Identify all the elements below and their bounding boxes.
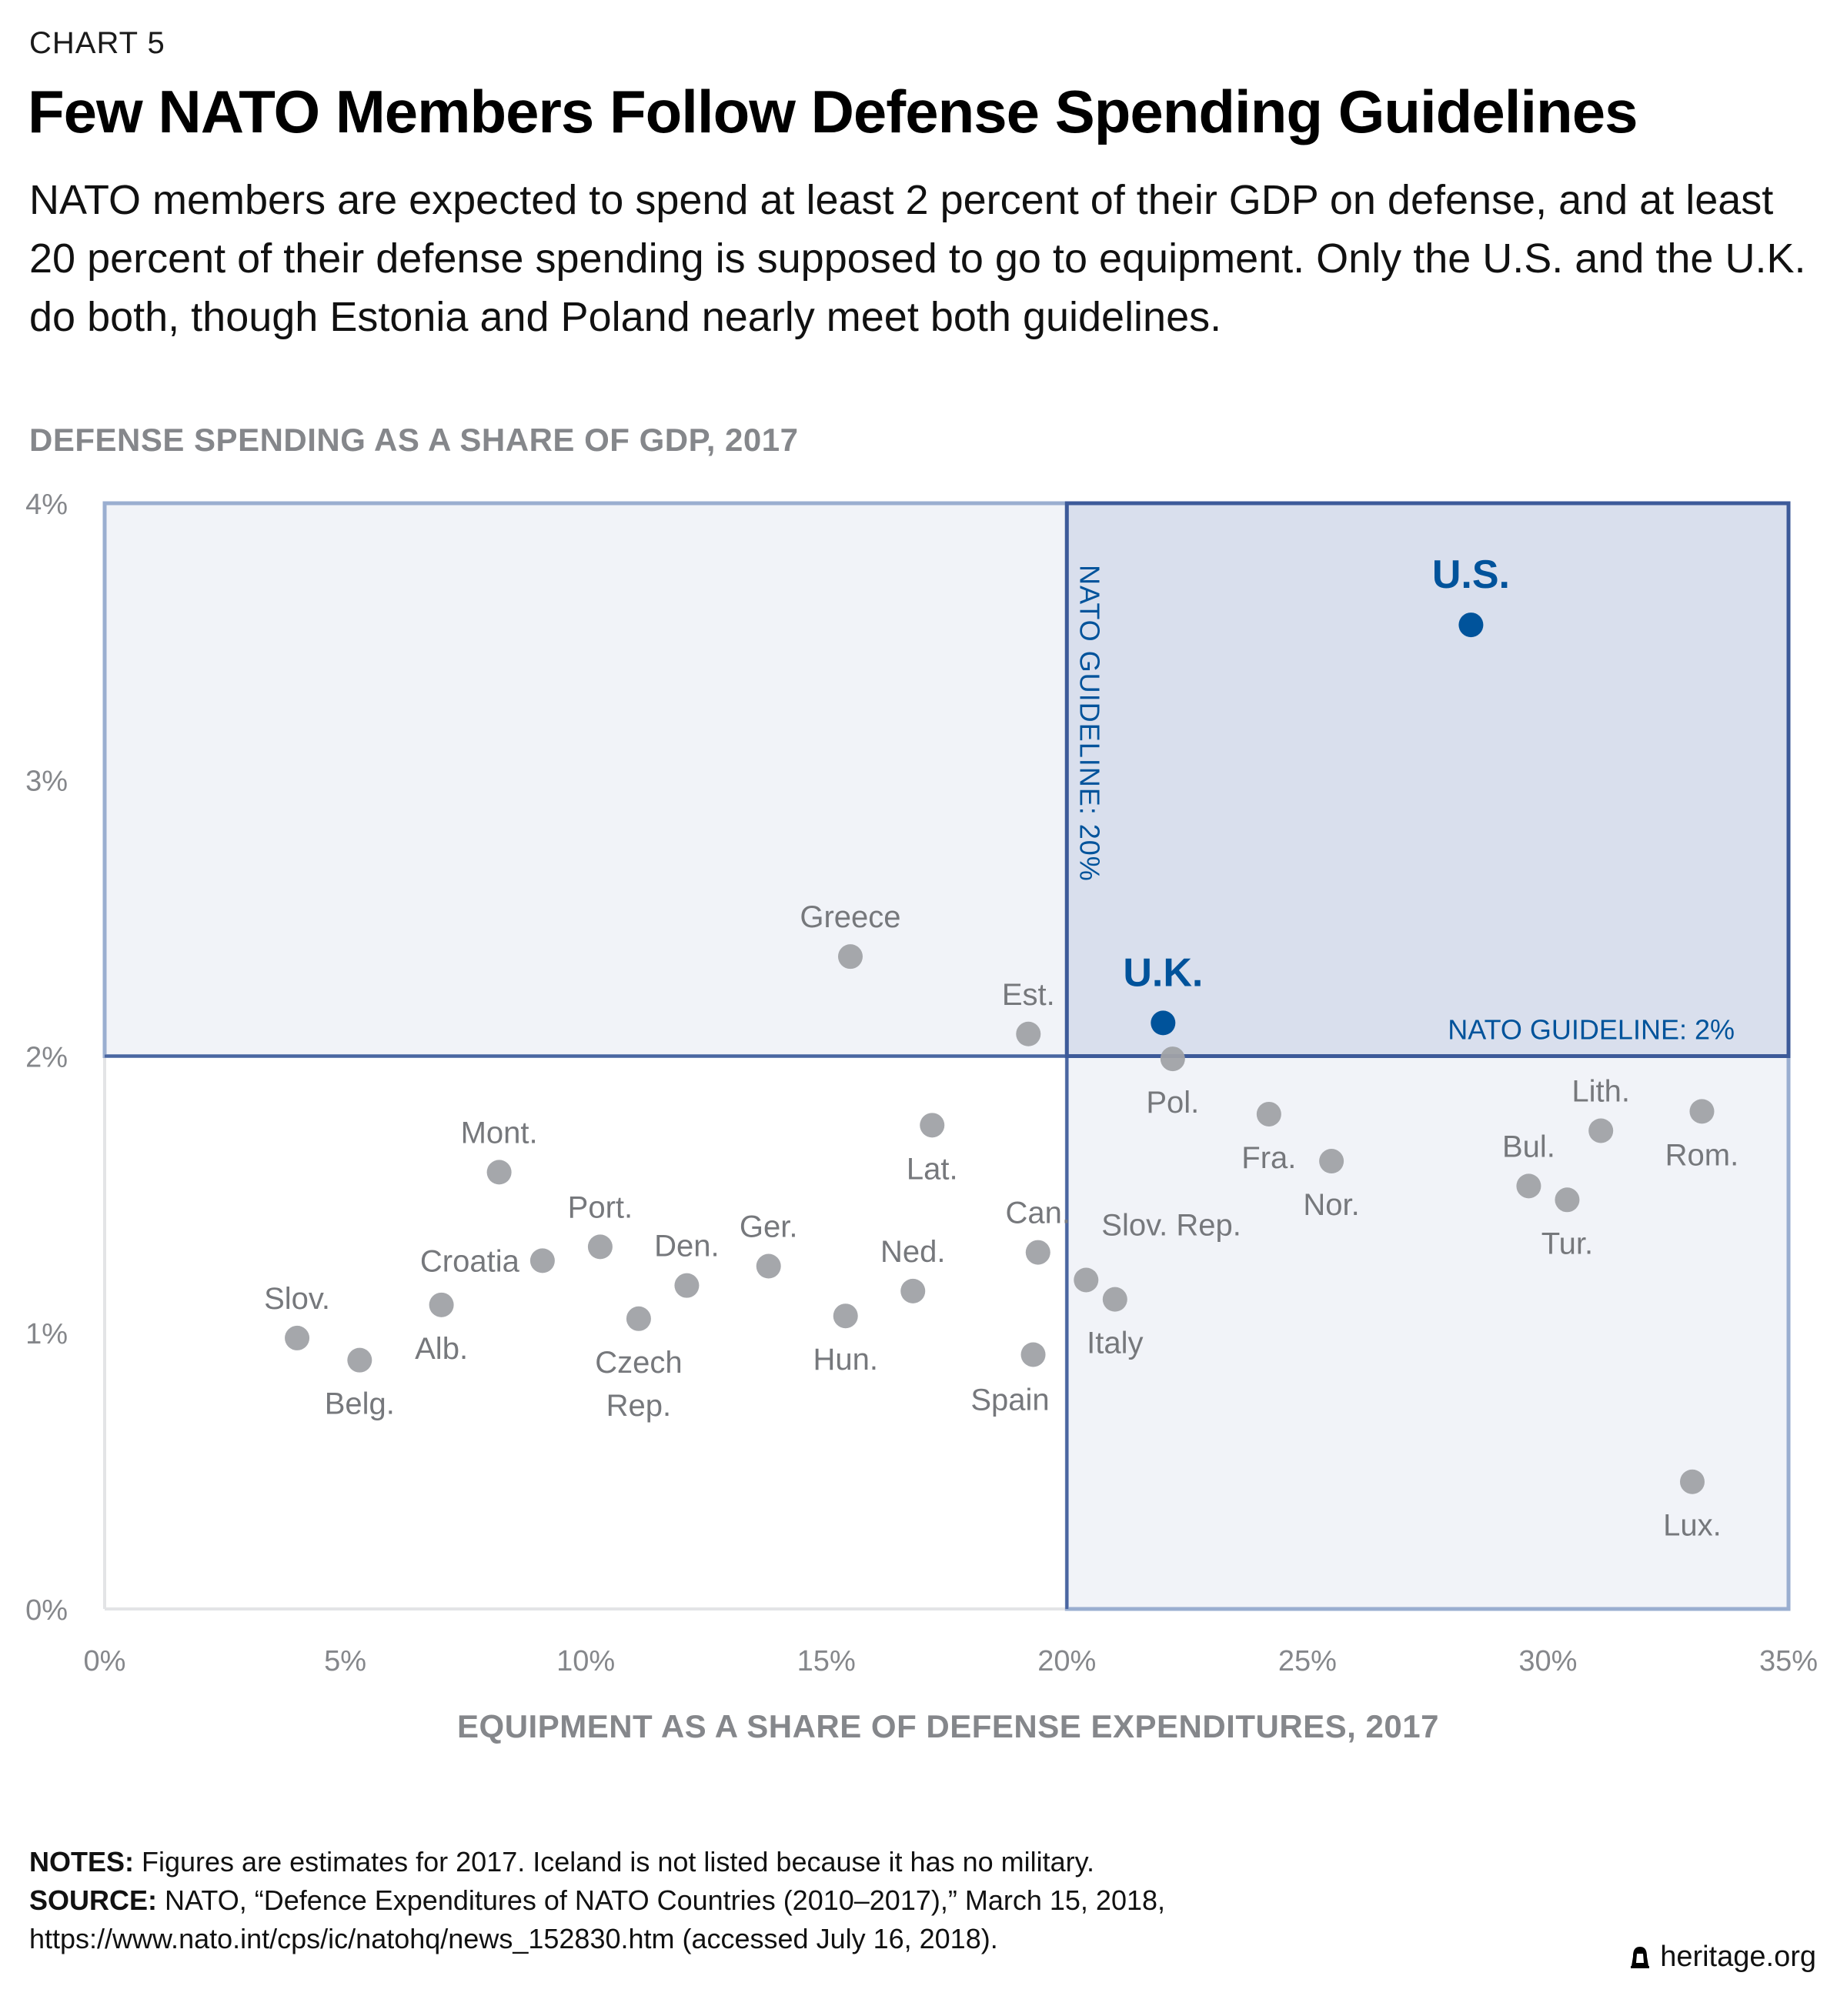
data-label: Can. — [1006, 1197, 1071, 1230]
data-label: Port. — [568, 1190, 633, 1224]
data-point[interactable] — [1689, 1099, 1715, 1124]
x-tick-label: 15% — [797, 1645, 856, 1677]
notes-line: NOTES: Figures are estimates for 2017. I… — [29, 1843, 1165, 1881]
y-axis-title: DEFENSE SPENDING AS A SHARE OF GDP, 2017 — [29, 422, 799, 458]
data-point[interactable] — [1555, 1187, 1580, 1213]
data-label: Alb. — [415, 1332, 468, 1366]
data-points — [285, 612, 1715, 1494]
x-axis-title: EQUIPMENT AS A SHARE OF DEFENSE EXPENDIT… — [457, 1708, 1439, 1744]
data-label: Greece — [800, 900, 900, 934]
region-gdp-only — [102, 501, 1069, 1058]
y-tick-label: 0% — [25, 1594, 68, 1627]
data-point[interactable] — [347, 1347, 372, 1373]
data-point[interactable] — [837, 944, 863, 970]
chart-number-label: CHART 5 — [29, 26, 165, 60]
y-tick-label: 2% — [25, 1042, 68, 1074]
data-label: Italy — [1087, 1327, 1143, 1360]
data-point[interactable] — [1458, 612, 1484, 638]
data-point[interactable] — [587, 1234, 613, 1260]
data-point[interactable] — [1516, 1173, 1541, 1199]
data-label: Slov. Rep. — [1101, 1208, 1241, 1242]
data-point[interactable] — [900, 1278, 926, 1303]
data-point[interactable] — [1160, 1046, 1185, 1072]
data-label: Lith. — [1571, 1074, 1630, 1108]
x-tick-label: 35% — [1759, 1645, 1818, 1677]
data-label: Pol. — [1146, 1086, 1199, 1120]
source-url[interactable]: https://www.nato.int/cps/ic/natohq/news_… — [29, 1923, 998, 1954]
data-point[interactable] — [833, 1303, 858, 1329]
data-label: Lat. — [907, 1152, 958, 1186]
data-label: Mont. — [461, 1116, 538, 1150]
region-equipment-only — [1064, 1054, 1791, 1611]
data-labels: U.S. U.K. Greece Est. Pol. Fra.Nor. Lith. Rom. B… — [264, 552, 1738, 1543]
data-label: Lux. — [1663, 1509, 1722, 1543]
data-point[interactable] — [1588, 1118, 1614, 1143]
data-label: Fra. — [1241, 1141, 1296, 1175]
data-label: Den. — [654, 1230, 720, 1263]
notes-text: Figures are estimates for 2017. Iceland … — [134, 1846, 1094, 1877]
chart-title: Few NATO Members Follow Defense Spending… — [28, 78, 1638, 145]
x-tick-label: 10% — [556, 1645, 615, 1677]
x-tick-label: 30% — [1518, 1645, 1577, 1677]
brand-logo[interactable]: heritage.org — [1629, 1941, 1816, 1974]
data-label: Rom. — [1665, 1138, 1739, 1172]
x-tick-label: 0% — [84, 1645, 126, 1677]
data-label: Est. — [1002, 978, 1055, 1012]
source-label: SOURCE: — [29, 1884, 158, 1916]
brand-text: heritage.org — [1660, 1941, 1816, 1973]
notes-label: NOTES: — [29, 1846, 135, 1877]
data-point[interactable] — [1319, 1149, 1344, 1174]
data-point[interactable] — [1020, 1342, 1046, 1367]
data-point[interactable] — [285, 1325, 310, 1350]
data-label: Bul. — [1502, 1130, 1555, 1163]
y-tick-label: 1% — [25, 1318, 68, 1350]
data-point[interactable] — [429, 1292, 454, 1317]
data-point[interactable] — [626, 1306, 651, 1331]
data-point[interactable] — [1102, 1287, 1127, 1312]
guideline-regions — [102, 501, 1791, 1611]
data-label: Hun. — [813, 1343, 878, 1377]
source-text: NATO, “Defence Expenditures of NATO Coun… — [157, 1884, 1166, 1916]
data-point[interactable] — [920, 1113, 945, 1138]
data-label: Nor. — [1303, 1188, 1359, 1222]
data-label: Ned. — [880, 1235, 946, 1269]
guideline-20pct-label: NATO GUIDELINE: 20% — [1074, 565, 1105, 882]
data-point[interactable] — [529, 1248, 555, 1273]
data-label: U.K. — [1123, 950, 1203, 995]
data-point[interactable] — [1151, 1010, 1176, 1036]
data-label: Czech — [595, 1346, 682, 1380]
guideline-labels: NATO GUIDELINE: 2% NATO GUIDELINE: 20% — [1074, 565, 1735, 1046]
data-label: U.S. — [1432, 552, 1510, 597]
data-label: Tur. — [1541, 1227, 1593, 1260]
liberty-bell-icon — [1631, 1946, 1650, 1968]
data-label: Rep. — [606, 1389, 672, 1423]
source-line: SOURCE: NATO, “Defence Expenditures of N… — [29, 1881, 1165, 1920]
data-label: Spain — [970, 1383, 1049, 1417]
data-point[interactable] — [756, 1253, 781, 1279]
data-label: Croatia — [420, 1244, 520, 1278]
y-tick-label: 3% — [25, 765, 68, 797]
data-point[interactable] — [674, 1273, 700, 1298]
x-tick-label: 20% — [1037, 1645, 1096, 1677]
data-point[interactable] — [1016, 1021, 1041, 1046]
data-point[interactable] — [1074, 1267, 1099, 1293]
data-point[interactable] — [1679, 1469, 1705, 1494]
x-tick-label: 25% — [1278, 1645, 1337, 1677]
data-label: Slov. — [264, 1282, 330, 1316]
data-label: Ger. — [740, 1210, 798, 1244]
region-both-guidelines — [1064, 501, 1791, 1058]
data-point[interactable] — [1025, 1240, 1050, 1265]
y-tick-label: 4% — [25, 489, 68, 521]
data-point[interactable] — [1256, 1101, 1281, 1126]
data-point[interactable] — [486, 1160, 512, 1185]
axis-ticks: 0% 5% 10% 15% 20% 25% 30% 35% 0% 1% 2% 3% 4% — [25, 489, 1818, 1677]
data-label: Belg. — [325, 1387, 395, 1421]
footnotes: NOTES: Figures are estimates for 2017. I… — [29, 1843, 1165, 1958]
guideline-2pct-label: NATO GUIDELINE: 2% — [1448, 1014, 1735, 1046]
chart-subtitle: NATO members are expected to spend at le… — [29, 177, 1806, 340]
x-tick-label: 5% — [324, 1645, 366, 1677]
